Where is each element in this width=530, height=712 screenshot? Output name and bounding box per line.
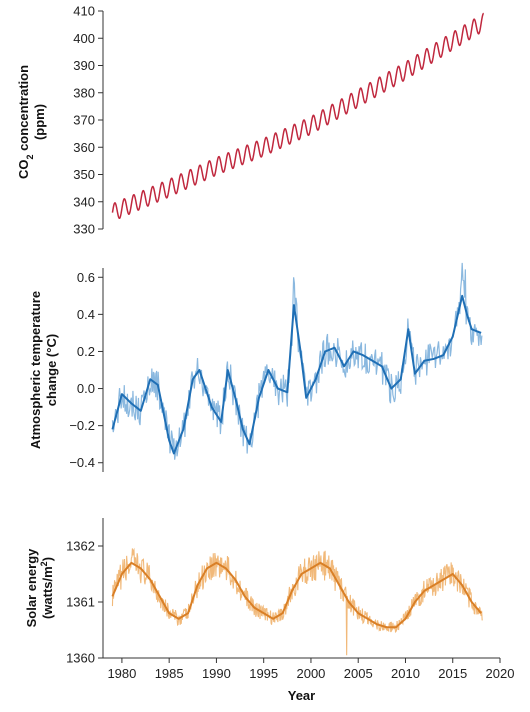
x-tick-label: 1980 bbox=[107, 666, 136, 681]
x-tick-label: 2015 bbox=[438, 666, 467, 681]
y-tick-label-solar: 1360 bbox=[66, 651, 95, 666]
solar-axis-title-line1: Solar energy bbox=[24, 548, 39, 628]
co2-axis-title-line2: (ppm) bbox=[32, 104, 47, 140]
y-tick-label-temperature: 0.6 bbox=[77, 270, 95, 285]
x-tick-label: 1985 bbox=[155, 666, 184, 681]
y-tick-label-co2: 340 bbox=[73, 194, 95, 209]
y-tick-label-solar: 1362 bbox=[66, 539, 95, 554]
y-tick-label-co2: 390 bbox=[73, 58, 95, 73]
y-tick-label-co2: 400 bbox=[73, 31, 95, 46]
co2-axis-title-line1: CO2 concentration bbox=[16, 65, 35, 179]
y-tick-label-temperature: 0.4 bbox=[77, 307, 95, 322]
solar-daily-line bbox=[111, 547, 483, 656]
y-tick-label-solar: 1361 bbox=[66, 595, 95, 610]
solar-axis-title-line2: (watts/m2) bbox=[39, 557, 55, 619]
x-tick-label: 2000 bbox=[296, 666, 325, 681]
x-tick-label: 2020 bbox=[486, 666, 515, 681]
y-tick-label-co2: 350 bbox=[73, 167, 95, 182]
y-tick-label-temperature: 0.0 bbox=[77, 381, 95, 396]
co2-series-line bbox=[111, 12, 485, 220]
x-tick-label: 2005 bbox=[344, 666, 373, 681]
x-tick-label: 1995 bbox=[249, 666, 278, 681]
y-tick-label-temperature: −0.4 bbox=[69, 455, 95, 470]
y-tick-label-co2: 380 bbox=[73, 85, 95, 100]
y-tick-label-temperature: 0.2 bbox=[77, 344, 95, 359]
x-tick-label: 2010 bbox=[391, 666, 420, 681]
y-tick-label-co2: 410 bbox=[73, 4, 95, 19]
y-tick-label-co2: 360 bbox=[73, 140, 95, 155]
solar-smoothed-line bbox=[111, 561, 482, 629]
x-tick-label: 1990 bbox=[202, 666, 231, 681]
y-tick-label-temperature: −0.2 bbox=[69, 418, 95, 433]
x-axis-title: Year bbox=[288, 688, 315, 703]
temperature-axis-title-line1: Atmospheric temperature bbox=[28, 291, 43, 449]
co2-axis-title: CO2 concentration (ppm) bbox=[16, 65, 47, 179]
temperature-smoothed-line bbox=[111, 294, 482, 455]
temperature-monthly-line bbox=[111, 262, 483, 460]
temperature-axis-title-line2: change (°C) bbox=[44, 334, 59, 406]
y-tick-label-co2: 370 bbox=[73, 113, 95, 128]
y-tick-label-co2: 330 bbox=[73, 222, 95, 237]
